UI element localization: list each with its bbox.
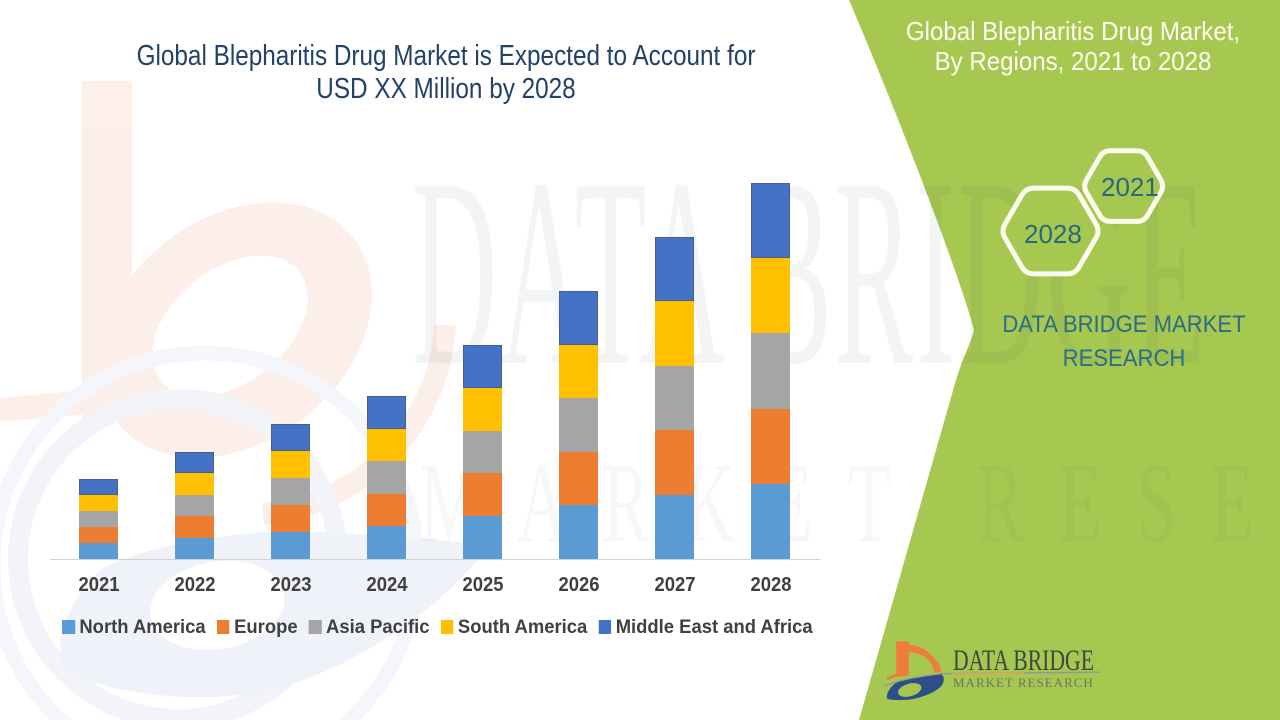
svg-text:MARKET RESEARCH: MARKET RESEARCH bbox=[420, 441, 1280, 567]
svg-text:MARKET RESEARCH: MARKET RESEARCH bbox=[953, 675, 1094, 690]
svg-text:DATA BRIDGE: DATA BRIDGE bbox=[953, 644, 1094, 677]
